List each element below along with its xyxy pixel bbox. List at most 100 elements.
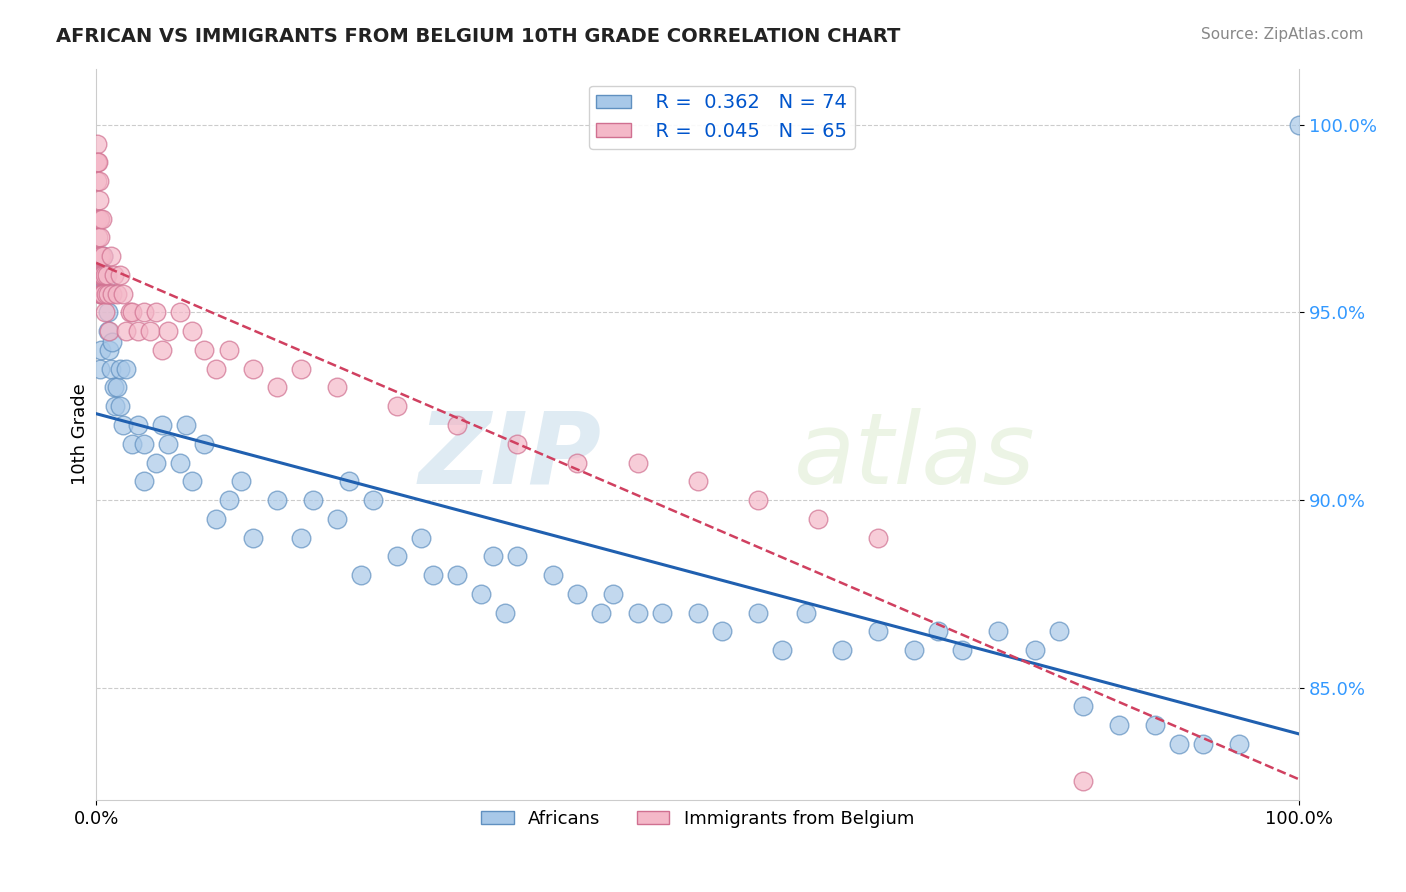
- Point: [105, 380, 128, 394]
- Point: [626, 456, 648, 470]
- Text: AFRICAN VS IMMIGRANTS FROM BELGIUM 10TH GRADE CORRELATION CHART: AFRICAN VS IMMIGRANTS FROM BELGIUM 10TH …: [56, 27, 901, 45]
- Point: [87, 155, 110, 169]
- Point: [94, 286, 117, 301]
- Point: [89, 249, 111, 263]
- Point: [89, 286, 111, 301]
- Point: [290, 361, 312, 376]
- Y-axis label: 10th Grade: 10th Grade: [72, 384, 89, 485]
- Point: [90, 343, 112, 357]
- Point: [97, 305, 120, 319]
- Point: [87, 211, 110, 226]
- Point: [139, 324, 162, 338]
- Point: [157, 436, 180, 450]
- Point: [446, 417, 468, 432]
- Point: [266, 493, 288, 508]
- Point: [145, 456, 167, 470]
- Point: [111, 417, 134, 432]
- Point: [121, 305, 143, 319]
- Point: [89, 230, 111, 244]
- Point: [494, 606, 516, 620]
- Point: [543, 568, 565, 582]
- Point: [686, 475, 709, 489]
- Point: [193, 436, 215, 450]
- Point: [229, 475, 252, 489]
- Point: [506, 436, 529, 450]
- Point: [127, 324, 149, 338]
- Point: [97, 324, 120, 338]
- Point: [86, 155, 108, 169]
- Point: [115, 361, 138, 376]
- Point: [385, 549, 408, 564]
- Point: [903, 643, 925, 657]
- Point: [868, 624, 890, 639]
- Point: [567, 587, 589, 601]
- Point: [218, 493, 240, 508]
- Point: [181, 475, 204, 489]
- Point: [807, 512, 830, 526]
- Point: [651, 606, 673, 620]
- Point: [87, 230, 110, 244]
- Point: [121, 436, 143, 450]
- Point: [290, 531, 312, 545]
- Legend: Africans, Immigrants from Belgium: Africans, Immigrants from Belgium: [474, 803, 921, 835]
- Point: [89, 193, 111, 207]
- Point: [409, 531, 432, 545]
- Point: [1071, 774, 1094, 789]
- Point: [86, 155, 108, 169]
- Point: [97, 286, 120, 301]
- Point: [686, 606, 709, 620]
- Point: [242, 361, 264, 376]
- Point: [567, 456, 589, 470]
- Point: [157, 324, 180, 338]
- Point: [326, 380, 349, 394]
- Point: [242, 531, 264, 545]
- Point: [1108, 718, 1130, 732]
- Point: [169, 456, 191, 470]
- Point: [93, 276, 115, 290]
- Point: [1024, 643, 1046, 657]
- Point: [747, 493, 769, 508]
- Point: [176, 417, 198, 432]
- Point: [86, 174, 108, 188]
- Point: [1192, 737, 1215, 751]
- Point: [98, 343, 121, 357]
- Point: [90, 249, 112, 263]
- Point: [104, 399, 127, 413]
- Point: [710, 624, 733, 639]
- Text: atlas: atlas: [794, 408, 1036, 505]
- Point: [747, 606, 769, 620]
- Point: [87, 174, 110, 188]
- Point: [169, 305, 191, 319]
- Point: [111, 286, 134, 301]
- Point: [90, 268, 112, 282]
- Point: [110, 268, 132, 282]
- Point: [110, 361, 132, 376]
- Point: [86, 211, 108, 226]
- Point: [506, 549, 529, 564]
- Point: [1167, 737, 1189, 751]
- Point: [927, 624, 949, 639]
- Point: [134, 475, 156, 489]
- Point: [100, 361, 122, 376]
- Point: [98, 324, 121, 338]
- Point: [1143, 718, 1166, 732]
- Point: [127, 417, 149, 432]
- Point: [93, 249, 115, 263]
- Point: [193, 343, 215, 357]
- Point: [482, 549, 505, 564]
- Point: [91, 286, 114, 301]
- Point: [134, 436, 156, 450]
- Point: [1071, 699, 1094, 714]
- Point: [93, 249, 115, 263]
- Point: [91, 268, 114, 282]
- Point: [105, 286, 128, 301]
- Point: [422, 568, 444, 582]
- Point: [950, 643, 973, 657]
- Point: [385, 399, 408, 413]
- Point: [101, 286, 124, 301]
- Point: [266, 380, 288, 394]
- Point: [86, 136, 108, 151]
- Point: [94, 268, 117, 282]
- Point: [1227, 737, 1250, 751]
- Point: [591, 606, 613, 620]
